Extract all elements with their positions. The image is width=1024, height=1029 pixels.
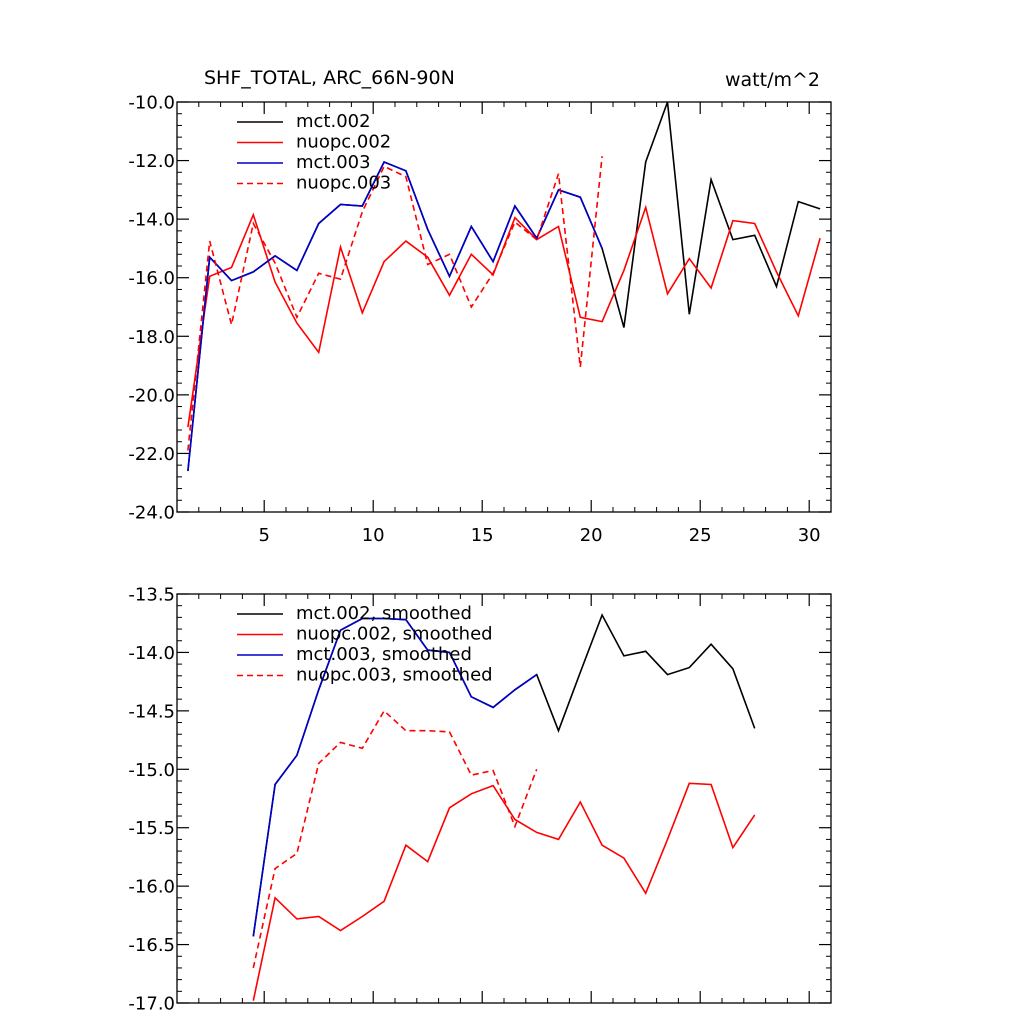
y-tick-label: -14.0: [128, 643, 175, 664]
series-line: [252, 617, 538, 937]
y-tick-label: -14.5: [128, 701, 175, 722]
y-tick-label: -14.0: [128, 210, 175, 231]
y-tick-label: -10.0: [128, 93, 175, 114]
legend-label: nuopc.002, smoothed: [296, 624, 493, 645]
y-tick-label: -16.5: [128, 935, 175, 956]
x-tick-label: 30: [798, 525, 821, 546]
y-tick-label: -16.0: [128, 268, 175, 289]
y-tick-label: -16.0: [128, 877, 175, 898]
legend-label: mct.003: [296, 152, 371, 173]
y-tick-label: -18.0: [128, 327, 175, 348]
series-line: [187, 204, 821, 428]
chart-title: SHF_TOTAL, ARC_66N-90N: [204, 67, 455, 89]
series-line: [187, 156, 603, 451]
series-line: [187, 101, 821, 472]
y-tick-label: -24.0: [128, 503, 175, 524]
y-tick-label: -20.0: [128, 385, 175, 406]
top-panel: 5 10 15 20 25 30 -24.0 -22.0 -20.0 -18.0 -16.0 -14.…: [128, 67, 832, 546]
legend-label: nuopc.003, smoothed: [296, 665, 493, 686]
chart-units: watt/m^2: [725, 69, 820, 91]
series-line: [187, 160, 603, 472]
legend-label: mct.002, smoothed: [296, 603, 472, 624]
y-tick-label: -15.5: [128, 818, 175, 839]
y-tick-label: -17.0: [128, 994, 175, 1015]
x-tick-label: 5: [258, 525, 269, 546]
y-tick-label: -12.0: [128, 151, 175, 172]
x-tick-label: 15: [471, 525, 494, 546]
x-tick-label: 25: [689, 525, 712, 546]
x-tick-label: 10: [362, 525, 385, 546]
x-tick-label: 20: [580, 525, 603, 546]
y-tick-label: -15.0: [128, 760, 175, 781]
legend-label: nuopc.002: [296, 132, 391, 153]
legend-label: nuopc.003: [296, 173, 391, 194]
legend-label: mct.003, smoothed: [296, 644, 472, 665]
y-tick-label: -22.0: [128, 444, 175, 465]
legend-label: mct.002: [296, 111, 371, 132]
series-line: [252, 709, 538, 969]
series-line: [252, 782, 756, 1001]
bottom-panel: -17.0 -16.5 -16.0 -15.5 -15.0 -14.5 -14.0 -13.5…: [128, 585, 832, 1015]
y-tick-label: -13.5: [128, 585, 175, 606]
